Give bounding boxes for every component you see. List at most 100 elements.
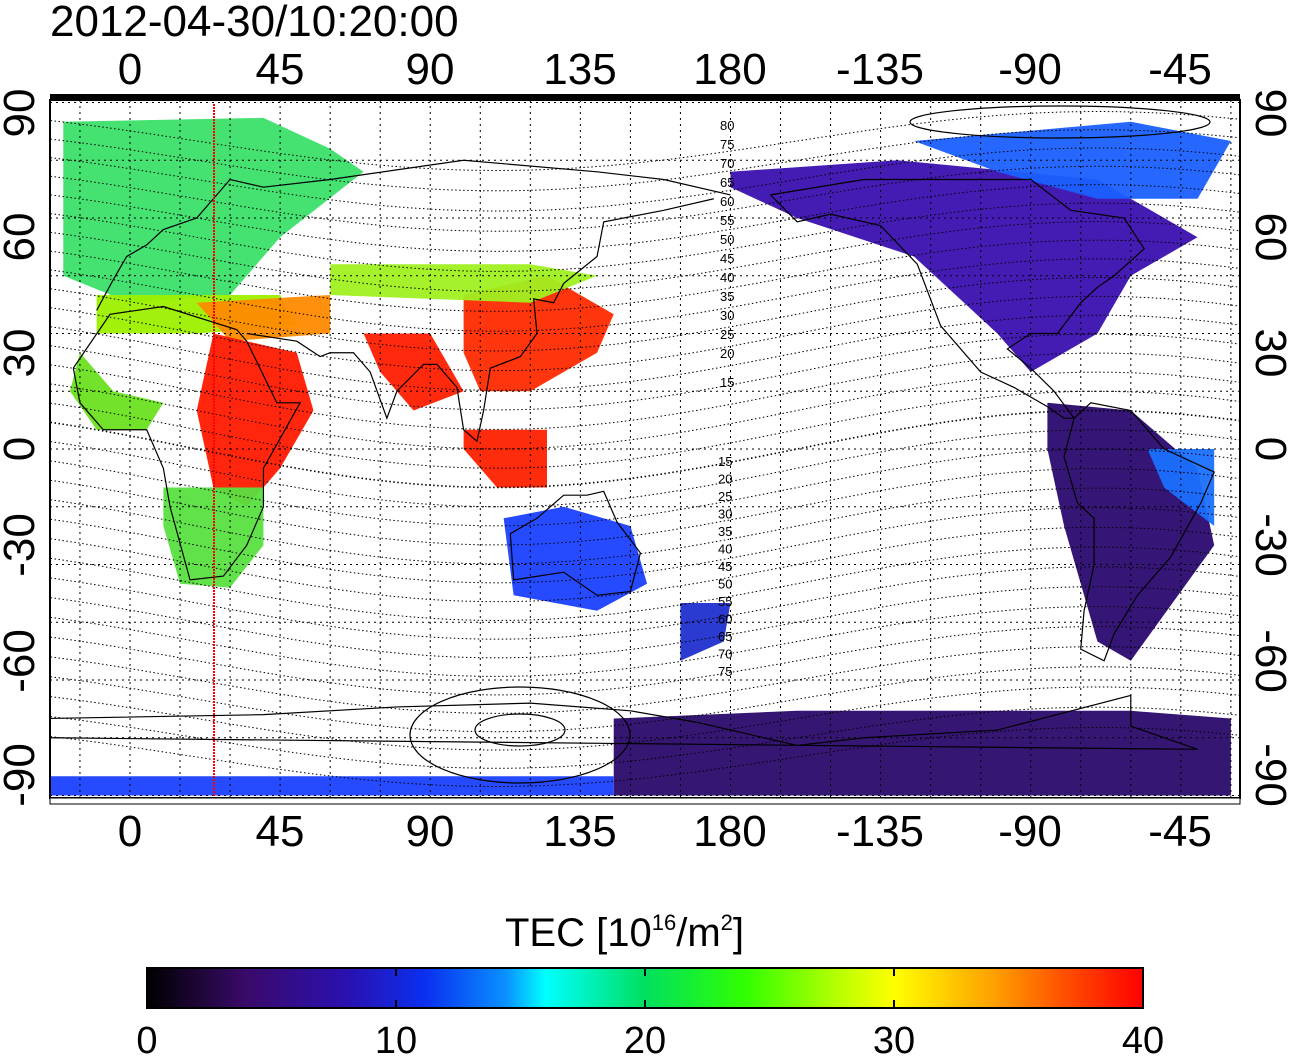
australia-tec [503,506,648,611]
colorbar-tick-label: 30 [873,1020,915,1057]
coastline-path [1063,402,1215,662]
contour-label: 55 [718,594,732,609]
lon-tick-label: 90 [406,807,455,856]
new-zealand-tec [680,603,731,661]
contour-line [50,646,1240,714]
contour-label: 65 [720,175,734,190]
contour-line [50,390,1240,469]
contour-pole-south [409,686,631,784]
antarctic-rim-tec [50,776,614,796]
contour-line [50,727,1240,787]
lat-tick-label: -30 [0,513,44,577]
contour-label: 20 [720,346,734,361]
contour-line [50,129,1240,192]
contour-line [50,184,1240,252]
lat-tick-label: 90 [1246,89,1292,138]
lon-tick-label: -90 [998,45,1062,94]
contour-line [50,409,1240,489]
lon-tick-label: -45 [1148,45,1212,94]
lat-axis-left: 90 60 30 0 -30 -60 -90 [0,89,44,807]
lat-tick-label: 30 [1246,329,1292,378]
contour-line [50,352,1240,430]
frame-bar-top [50,94,1240,100]
contour-line [50,221,1240,292]
contour-label: 25 [718,489,732,504]
colorbar-tick-label: 40 [1122,1020,1164,1057]
lat-tick-label: -30 [1246,513,1292,577]
lat-tick-label: -60 [1246,629,1292,693]
contour-line [50,626,1240,696]
contour-line [50,165,1240,232]
east-africa-tec [196,333,314,507]
contour-label: 45 [720,251,734,266]
lon-tick-label: 135 [543,45,616,94]
lon-tick-label: -45 [1148,807,1212,856]
contour-label: 25 [720,327,734,342]
contour-line [50,606,1240,677]
contour-label: 70 [718,647,732,662]
map-title: 2012-04-30/10:20:00 [50,0,459,46]
colorbar: TEC [1016/m2] 0 10 20 30 40 [136,910,1164,1057]
lon-tick-label: 45 [256,807,305,856]
map-panel: 80 75 70 65 60 55 50 45 40 35 30 25 20 15 15 20 25 30 35 40… [49,94,1241,805]
lat-tick-label: -90 [1246,743,1292,807]
colorbar-tick-label: 20 [624,1020,666,1057]
contour-line [50,202,1240,272]
contour-label: 60 [720,194,734,209]
lon-tick-label: 0 [118,807,142,856]
contour-label: 75 [720,137,734,152]
east-asia-tec [463,275,614,392]
arctic-canada-tec [913,121,1231,199]
coastlines [50,159,1215,750]
contour-line [50,666,1240,733]
lon-tick-label: 135 [543,807,616,856]
contour-label: 50 [718,577,732,592]
antarctica-tec [613,710,1231,796]
contour-label: 20 [718,472,732,487]
tec-data-layer [50,117,1231,796]
contour-label: 60 [718,612,732,627]
lat-tick-label: 0 [1246,437,1292,461]
coastline-path [50,694,1198,750]
lon-tick-label: 180 [693,807,766,856]
coastline-path [96,159,731,311]
lon-axis-bottom: 0 45 90 135 180 -135 -90 -45 [118,807,1212,856]
contour-label: 50 [720,232,734,247]
north-america-tec [730,160,1198,372]
colorbar-ticks: 0 10 20 30 40 [136,968,1164,1057]
lon-tick-label: 0 [118,45,142,94]
lon-tick-label: -90 [998,807,1062,856]
west-africa-tec [69,352,164,430]
lon-tick-label: 180 [693,45,766,94]
contour-label: 55 [720,213,734,228]
contour-label: 35 [718,524,732,539]
coastline-path [770,178,1145,419]
lat-tick-label: 0 [0,437,44,461]
coastline-path [509,490,642,596]
lat-tick-label: 30 [0,329,44,378]
lon-tick-label: -135 [836,45,924,94]
contour-line [50,371,1240,450]
contour-label: 35 [720,289,734,304]
indonesia-tec [463,429,547,488]
contour-label: 15 [718,454,732,469]
coastline-path [246,198,714,443]
contour-label: 45 [718,559,732,574]
contour-label: 70 [720,156,734,171]
contour-line [50,111,1240,171]
contour-line [50,429,1240,508]
axis-ticks [49,94,1241,805]
contour-label: 65 [718,629,732,644]
colorbar-tick-label: 0 [136,1020,157,1057]
colorbar-label: TEC [1016/m2] [505,910,744,955]
contour-label: 30 [718,507,732,522]
contour-label: 40 [720,270,734,285]
contour-label: 40 [718,542,732,557]
contour-line [50,468,1240,546]
coastline-path [72,305,302,581]
lon-axis-top: 0 45 90 135 180 -135 -90 -45 [118,45,1212,94]
colorbar-tick-label: 10 [375,1020,417,1057]
contour-pole-north [909,105,1211,139]
contour-label: 75 [718,664,732,679]
